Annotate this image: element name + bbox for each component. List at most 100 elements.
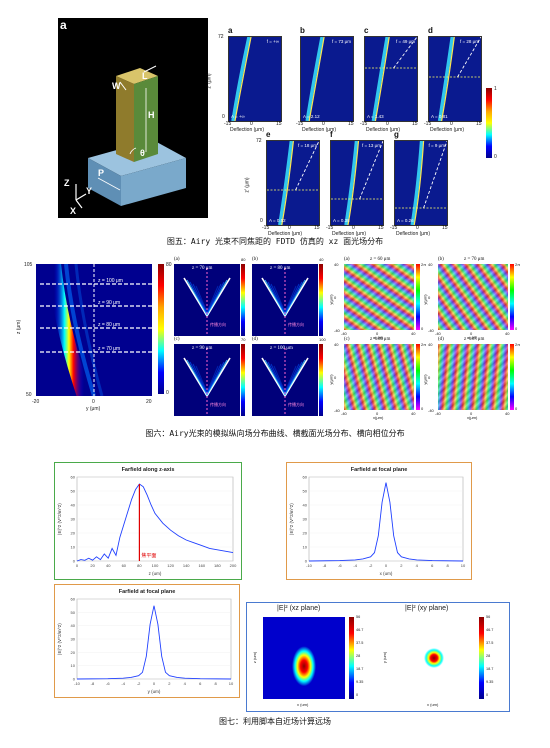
fdtd-xtick: 15 xyxy=(314,225,320,231)
fdtd-xtick: 0 xyxy=(288,225,291,231)
phase-map-0 xyxy=(344,264,414,330)
fdtd-xtick: -15 xyxy=(424,121,432,127)
phase-z-label: z = 87 μm xyxy=(464,337,485,342)
transverse-z-label: z = 80 μm xyxy=(270,266,291,271)
phase-id: (d) xyxy=(438,337,444,342)
phase-xaxis: x(μm) xyxy=(467,415,478,420)
fdtd-a-label: A = +∞ xyxy=(231,114,245,119)
phase-overlay xyxy=(438,344,508,410)
fdtd-focal-label: f = 28 μm xyxy=(460,39,479,44)
phase-xtick: 40 xyxy=(505,331,510,336)
ytick-label: 40 xyxy=(303,503,308,508)
axis-label-z: Z xyxy=(64,178,70,188)
ytick-label: 60 xyxy=(71,475,76,480)
phase-id: (c) xyxy=(344,337,350,342)
fig7-plot-x-chart: 0 10 20 30 40 50 60 -10 -8 -6 -4 -2 0 2 4 6 8 10 x (um) |E|… xyxy=(289,475,466,577)
fig5-field-grid: f = +∞ A = +∞ a 72 0 z' (μm) -15 0 15 Deflection … xyxy=(207,22,508,237)
xtick-label: 100 xyxy=(152,563,159,568)
xtick-label: -2 xyxy=(137,681,141,686)
phase-map-2 xyxy=(344,344,414,410)
fdtd-xtick: 15 xyxy=(276,121,282,127)
xtick-label: -6 xyxy=(106,681,110,686)
fdtd-panel-b: f = 73 μm A = 2.12 xyxy=(300,36,354,122)
fig7-cbar-tick: 28 xyxy=(356,654,361,658)
phase-xtick: 40 xyxy=(411,331,416,336)
transverse-cbar-max: 100 xyxy=(319,337,326,342)
fdtd-xtick: -15 xyxy=(224,121,232,127)
fdtd-xaxis: Deflection (μm) xyxy=(366,127,400,133)
x-axis-label: z (um) xyxy=(149,571,162,576)
axis-label-y: Y xyxy=(86,186,93,196)
ytick-label: 20 xyxy=(71,650,76,655)
fdtd-a-label: A = 0.38 xyxy=(333,218,350,223)
fdtd-xtick: 15 xyxy=(348,121,354,127)
fig7-cbar-tick: 56 xyxy=(356,615,361,619)
transverse-map-0: z = 70 μm 传播方向 xyxy=(174,264,240,336)
fdtd-xtick: 15 xyxy=(442,225,448,231)
transverse-map-3: z = 100 μm 传播方向 xyxy=(252,344,318,416)
propagation-label: 传播方向 xyxy=(210,322,226,327)
ytick-label: 50 xyxy=(71,489,76,494)
phase-colorbar xyxy=(510,264,514,330)
fig7-xz-map xyxy=(263,617,345,699)
phase-cbar-top: 2π xyxy=(515,342,520,347)
phase-cbar-bottom: 0 xyxy=(515,326,518,331)
ytick-label: 40 xyxy=(71,503,76,508)
fig6-left-colorbar xyxy=(158,264,164,394)
xtick-label: 20 xyxy=(90,563,95,568)
fdtd-ytop: 72 xyxy=(218,34,224,40)
fig6-left-ytop: 105 xyxy=(24,262,33,268)
fig7-xy-title: |E|² (xy plane) xyxy=(405,605,449,612)
ytick-label: 30 xyxy=(71,637,76,642)
transverse-z-label: z = 90 μm xyxy=(192,346,213,351)
phase-xtick: -40 xyxy=(435,411,441,416)
propagation-label: 传播方向 xyxy=(288,322,304,327)
fig7-plot-y: Farfield at focal plane 0 10 20 30 40 50 60 -10… xyxy=(54,584,240,698)
phase-cbar-top: 2π xyxy=(421,342,426,347)
phase-id: (b) xyxy=(438,257,444,262)
xtick-label: 2 xyxy=(400,563,403,568)
phase-xtick: -40 xyxy=(341,331,347,336)
fdtd-focal-label: f = 73 μm xyxy=(332,39,351,44)
fig7-cbar-tick: 46.7 xyxy=(356,628,364,632)
xtick-label: 0 xyxy=(153,681,156,686)
fdtd-xtick: -15 xyxy=(296,121,304,127)
fdtd-yzero: 0 xyxy=(222,114,225,120)
transverse-map-1: z = 80 μm 传播方向 xyxy=(252,264,318,336)
focal-plane-label: 焦平面 xyxy=(141,552,156,559)
fdtd-a-label: A = 0.52 xyxy=(269,218,286,223)
fdtd-xtick: -15 xyxy=(326,225,334,231)
ytick-label: 0 xyxy=(305,559,308,564)
phase-xtick: -40 xyxy=(341,411,347,416)
fig6-left-xtick-2: 20 xyxy=(146,399,152,405)
fdtd-a-label: A = 0.26 xyxy=(397,218,414,223)
fdtd-panel-letter: g xyxy=(394,130,399,139)
xtick-label: 4 xyxy=(416,563,419,568)
fig7-cbar-tick: 18.7 xyxy=(486,667,494,671)
phase-ytick: 40 xyxy=(428,342,433,347)
xtick-label: 4 xyxy=(184,681,187,686)
phase-ytick: -40 xyxy=(334,408,340,413)
fdtd-panel-letter: b xyxy=(300,26,305,35)
fig5-colorbar xyxy=(486,88,492,158)
axis-label-x: X xyxy=(70,206,77,216)
fig7-plot-z-title: Farfield along z-axis xyxy=(121,467,175,473)
fig5-geometry-panel: a L W H θ P Z Y X xyxy=(58,18,208,218)
transverse-cbar-max: 40 xyxy=(319,257,324,262)
fdtd-xaxis: Deflection (μm) xyxy=(430,127,464,133)
label-W: W xyxy=(112,81,121,91)
phase-xtick: 0 xyxy=(470,331,473,336)
x-axis-label: x (um) xyxy=(380,571,393,576)
fdtd-xaxis: Deflection (μm) xyxy=(268,231,302,237)
fdtd-focal-label: f = +∞ xyxy=(266,39,279,44)
phase-yaxis: y(μm) xyxy=(422,294,428,305)
phase-ytick: -40 xyxy=(334,328,340,333)
xtick-label: -8 xyxy=(91,681,95,686)
phase-id: (a) xyxy=(344,257,350,262)
fig7-cbar-tick: 0 xyxy=(356,693,359,697)
fig7-xz-ylabel: z (um) xyxy=(252,651,258,664)
ytick-label: 0 xyxy=(73,677,76,682)
fig7-plot-y-title: Farfield at focal plane xyxy=(118,589,176,595)
fdtd-xaxis: Deflection (μm) xyxy=(332,231,366,237)
transverse-z-label: z = 70 μm xyxy=(192,266,213,271)
